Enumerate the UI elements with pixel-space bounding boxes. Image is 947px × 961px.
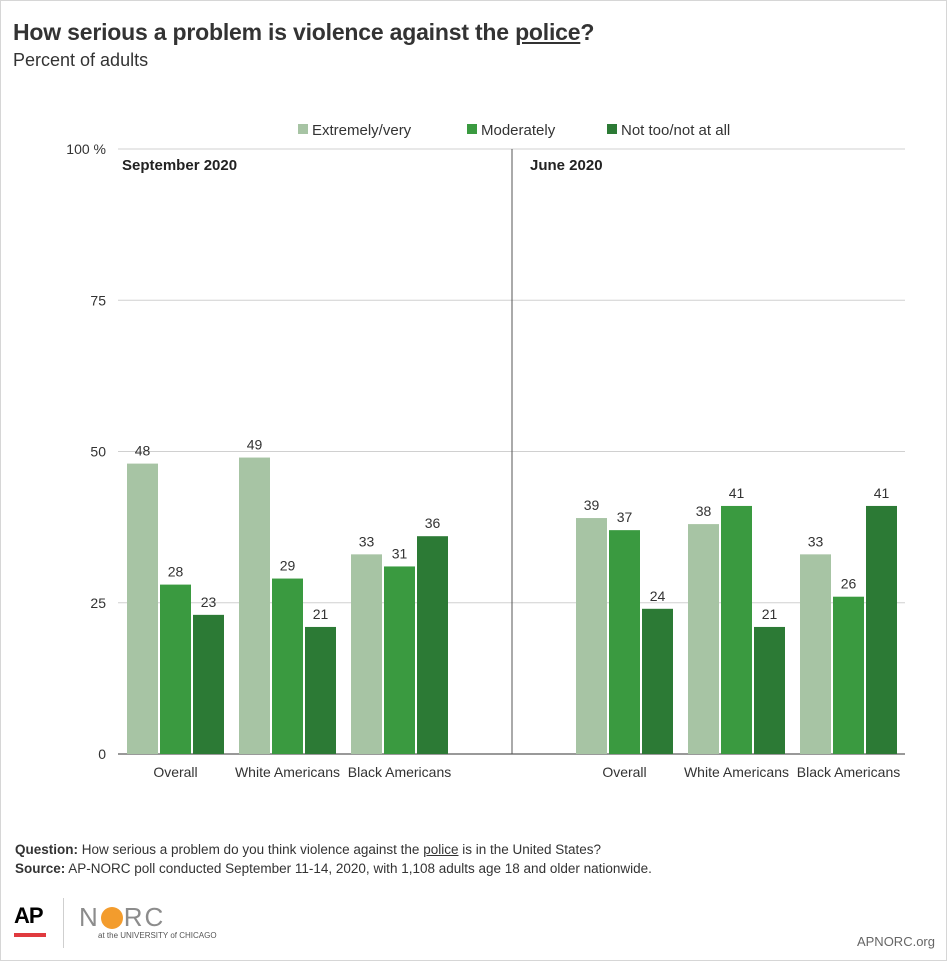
chart-subtitle: Percent of adults [13, 50, 149, 70]
data-label: 39 [584, 497, 600, 513]
y-tick-label: 50 [90, 444, 106, 460]
bar [576, 518, 607, 754]
legend-label: Extremely/very [312, 122, 412, 139]
source-text: AP-NORC poll conducted September 11-14, … [65, 861, 652, 876]
x-tick-label: Overall [153, 764, 197, 780]
title-end: ? [580, 19, 595, 45]
x-tick-label: Black Americans [348, 764, 451, 780]
title-text: How serious a problem is violence agains… [13, 19, 516, 45]
bar [305, 626, 336, 754]
title-police-link[interactable]: police [515, 19, 581, 45]
bar [800, 554, 831, 754]
data-label: 38 [696, 503, 712, 519]
bar [351, 554, 382, 754]
panel-label: September 2020 [122, 157, 237, 174]
bar [642, 608, 673, 754]
y-tick-label: 0 [98, 746, 106, 762]
norc-logo-n: N [79, 902, 100, 932]
norc-logo-subtitle: at the UNIVERSITY of CHICAGO [98, 931, 217, 940]
question-label: Question: [15, 842, 78, 857]
bar [127, 463, 158, 754]
bar [754, 626, 785, 754]
legend-swatch [467, 124, 477, 134]
panel-label: June 2020 [530, 157, 603, 174]
y-tick-label: 100 % [66, 141, 106, 157]
ap-logo-bar [14, 933, 46, 937]
source-label: Source: [15, 861, 66, 876]
norc-logo-rc: RC [123, 902, 166, 932]
x-tick-label: White Americans [684, 764, 789, 780]
norc-sun-icon [100, 907, 123, 929]
data-label: 29 [280, 558, 296, 574]
bar-chart: 100 % 75 50 25 0 Extremely/very Moderately Not … [66, 122, 905, 780]
bar [239, 457, 270, 754]
question-text-end: is in the United States? [458, 842, 602, 857]
bar [866, 505, 897, 754]
data-label: 21 [313, 606, 329, 622]
chart-notes: Question: How serious a problem do you t… [15, 840, 652, 878]
data-label: 24 [650, 588, 666, 604]
bar [609, 530, 640, 754]
x-tick-label: White Americans [235, 764, 340, 780]
data-label: 28 [168, 564, 184, 580]
question-police-link[interactable]: police [423, 842, 459, 857]
bar [688, 524, 719, 754]
legend-label: Moderately [481, 122, 556, 139]
data-label: 26 [841, 576, 857, 592]
bar [193, 614, 224, 754]
question-note: Question: How serious a problem do you t… [15, 840, 652, 859]
data-label: 31 [392, 545, 408, 561]
data-label: 41 [729, 485, 745, 501]
question-text: How serious a problem do you think viole… [78, 842, 424, 857]
data-label: 37 [617, 509, 633, 525]
data-label: 41 [874, 485, 890, 501]
bar [272, 578, 303, 754]
data-label: 21 [762, 606, 778, 622]
data-label: 36 [425, 515, 441, 531]
ap-logo: AP [14, 903, 44, 928]
site-url[interactable]: APNORC.org [856, 934, 935, 949]
data-label: 49 [247, 437, 263, 453]
data-label: 48 [135, 443, 151, 459]
source-note: Source: AP-NORC poll conducted September… [15, 859, 652, 878]
legend-swatch [607, 124, 617, 134]
bar [833, 596, 864, 754]
bar [384, 566, 415, 754]
legend-label: Not too/not at all [621, 122, 730, 139]
chart-title: How serious a problem is violence agains… [13, 19, 594, 46]
norc-logo: N RC [79, 902, 165, 933]
data-label: 33 [808, 533, 824, 549]
y-tick-label: 75 [90, 292, 106, 308]
legend-swatch [298, 124, 308, 134]
y-tick-label: 25 [90, 595, 106, 611]
x-tick-label: Black Americans [797, 764, 900, 780]
data-label: 23 [201, 594, 217, 610]
bar [721, 505, 752, 754]
data-label: 33 [359, 533, 375, 549]
x-tick-label: Overall [602, 764, 646, 780]
bar [160, 584, 191, 754]
logo-divider [63, 898, 64, 948]
bar [417, 536, 448, 754]
